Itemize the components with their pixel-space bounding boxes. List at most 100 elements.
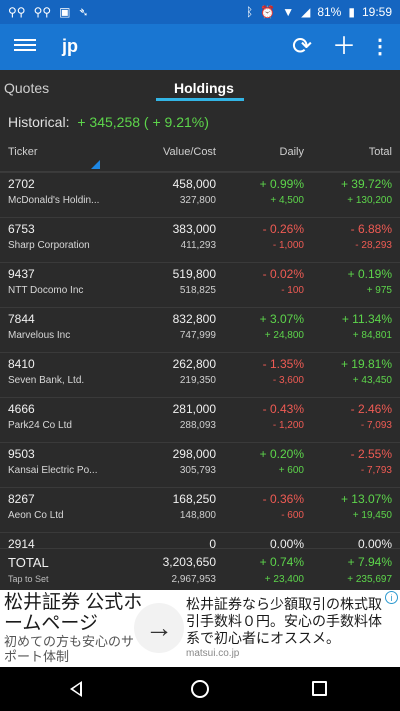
table-row[interactable]: 6753 Sharp Corporation 383,000 411,293 - 0.2…: [0, 217, 400, 262]
holding-daily-value: - 1,000: [272, 240, 304, 251]
holding-cost: 747,999: [179, 330, 216, 341]
holding-name: Sharp Corporation: [8, 240, 90, 251]
holding-total-value: - 7,793: [360, 465, 392, 476]
holding-total-percent: - 6.88%: [350, 222, 392, 236]
historical-value: + 345,258 ( + 9.21%): [77, 114, 209, 130]
nav-bar: [0, 667, 400, 711]
table-row[interactable]: 4666 Park24 Co Ltd 281,000 288,093 - 0.43% - …: [0, 397, 400, 442]
ad-body: 松井証券なら少額取引の株式取引手数料０円。安心の手数料体系で初心者にオススメ。: [186, 596, 382, 646]
holding-daily-percent: + 3.07%: [259, 312, 304, 326]
historical-summary: Historical: + 345,258 ( + 9.21%): [8, 114, 209, 130]
holding-name: Aeon Co Ltd: [8, 510, 64, 521]
bus-icon: ▣: [59, 5, 71, 19]
table-row[interactable]: 2702 McDonald's Holdin... 458,000 327,800 + …: [0, 172, 400, 217]
column-daily[interactable]: Daily: [279, 146, 304, 158]
holding-ticker: 2702: [8, 177, 35, 191]
status-bar: ⚲⚲ ⚲⚲ ▣ ➴ ᛒ ⏰ ▼ ◢ 81% ▮ 19:59: [0, 0, 400, 24]
holding-value: 383,000: [172, 222, 216, 236]
battery-level: 81%: [317, 5, 342, 19]
holding-value: 281,000: [172, 402, 216, 416]
holding-name: Seven Bank, Ltd.: [8, 375, 85, 386]
menu-icon[interactable]: [14, 36, 36, 58]
holding-total-value: + 84,801: [352, 330, 392, 341]
holding-daily-value: - 3,600: [272, 375, 304, 386]
tab-holdings[interactable]: Holdings: [174, 80, 234, 96]
column-total[interactable]: Total: [368, 146, 392, 158]
ad-info-icon[interactable]: i: [385, 591, 398, 604]
refresh-icon[interactable]: ⟳: [291, 33, 313, 60]
holding-cost: 148,800: [179, 510, 216, 521]
holding-total-percent: + 11.34%: [341, 312, 392, 326]
add-icon[interactable]: ＋: [332, 33, 356, 60]
app-bar: jp ⟳ ＋ ⋮: [0, 24, 400, 70]
holding-name: Park24 Co Ltd: [8, 420, 72, 431]
totals-row[interactable]: TOTAL Tap to Set 3,203,650 2,967,953 + 0…: [0, 548, 400, 590]
holding-total-value: + 19,450: [352, 510, 392, 521]
holding-total-percent: + 39.72%: [340, 177, 392, 191]
holding-ticker: 8267: [8, 492, 35, 506]
table-row[interactable]: 7844 Marvelous Inc 832,800 747,999 + 3.07% + …: [0, 307, 400, 352]
holding-total-value: + 43,450: [352, 375, 392, 386]
holding-cost: 411,293: [180, 240, 216, 251]
tab-bar: Quotes Holdings: [0, 70, 400, 104]
holding-total-percent: - 2.46%: [350, 402, 392, 416]
holding-value: 519,800: [172, 267, 216, 281]
holding-ticker: 8410: [8, 357, 35, 371]
holding-value: 832,800: [172, 312, 216, 326]
holding-total-percent: + 0.19%: [347, 267, 392, 281]
totals-label: TOTAL: [8, 555, 49, 570]
signal-icon: ◢: [301, 5, 311, 19]
totals-cost: 2,967,953: [171, 574, 217, 585]
holding-daily-percent: + 0.99%: [259, 177, 304, 191]
app-title: jp: [62, 36, 78, 56]
battery-icon: ▮: [348, 5, 355, 19]
table-row[interactable]: 9437 NTT Docomo Inc 519,800 518,825 - 0.02% -…: [0, 262, 400, 307]
totals-total-percent: + 7.94%: [347, 555, 392, 569]
column-ticker[interactable]: Ticker: [8, 146, 38, 158]
tap-to-set-label[interactable]: Tap to Set: [8, 574, 49, 584]
tab-indicator: [156, 98, 244, 101]
column-value-cost[interactable]: Value/Cost: [163, 146, 216, 158]
ad-headline[interactable]: 松井証券 公式ホームページ: [4, 592, 143, 634]
home-icon[interactable]: [191, 680, 209, 698]
holding-daily-percent: + 0.20%: [259, 447, 304, 461]
historical-label: Historical:: [8, 114, 70, 130]
holding-value: 262,800: [172, 357, 216, 371]
back-icon-inner: [73, 684, 80, 694]
holding-value: 298,000: [172, 447, 216, 461]
holding-name: Kansai Electric Po...: [8, 465, 98, 476]
alarm-icon: ⏰: [260, 5, 276, 19]
holding-value: 458,000: [172, 177, 216, 191]
clock-time: 19:59: [361, 5, 392, 19]
holding-ticker: 6753: [8, 222, 35, 236]
holding-total-percent: + 13.07%: [340, 492, 392, 506]
ad-url: matsui.co.jp: [186, 648, 240, 659]
table-row[interactable]: 2914 0 0.00% 0.00%: [0, 532, 400, 577]
sort-indicator-icon: [91, 160, 100, 169]
ad-banner[interactable]: 松井証券 公式ホームページ 初めての方も安心のサポート体制 → 松井証券なら少額…: [0, 590, 400, 667]
ad-subline: 初めての方も安心のサポート体制: [4, 634, 135, 664]
holding-daily-percent: - 0.26%: [262, 222, 304, 236]
holding-ticker: 9437: [8, 267, 35, 281]
arrow-right-icon[interactable]: →: [134, 603, 184, 653]
holding-cost: 305,793: [179, 465, 216, 476]
holding-ticker: 4666: [8, 402, 35, 416]
holding-total-value: + 975: [366, 285, 392, 296]
totals-daily-value: + 23,400: [264, 574, 304, 585]
holding-cost: 288,093: [179, 420, 216, 431]
recents-icon[interactable]: [312, 681, 327, 696]
table-row[interactable]: 8410 Seven Bank, Ltd. 262,800 219,350 - 1.35…: [0, 352, 400, 397]
holding-daily-value: + 600: [278, 465, 304, 476]
holding-total-percent: 0.00%: [357, 537, 392, 551]
download-arrow-icon: ➴: [78, 5, 89, 19]
status-left-icons: ⚲⚲ ⚲⚲ ▣ ➴: [8, 4, 89, 20]
table-row[interactable]: 9503 Kansai Electric Po... 298,000 305,793 +…: [0, 442, 400, 487]
totals-daily-percent: + 0.74%: [259, 555, 304, 569]
table-row[interactable]: 8267 Aeon Co Ltd 168,250 148,800 - 0.36% - 60…: [0, 487, 400, 532]
holdings-panel: Historical: + 345,258 ( + 9.21%) Ticker …: [0, 104, 400, 590]
holding-cost: 518,825: [179, 285, 216, 296]
holding-cost: 219,350: [179, 375, 216, 386]
tab-quotes[interactable]: Quotes: [4, 80, 50, 96]
holding-name: McDonald's Holdin...: [8, 195, 100, 206]
more-vert-icon[interactable]: ⋮: [370, 36, 390, 58]
